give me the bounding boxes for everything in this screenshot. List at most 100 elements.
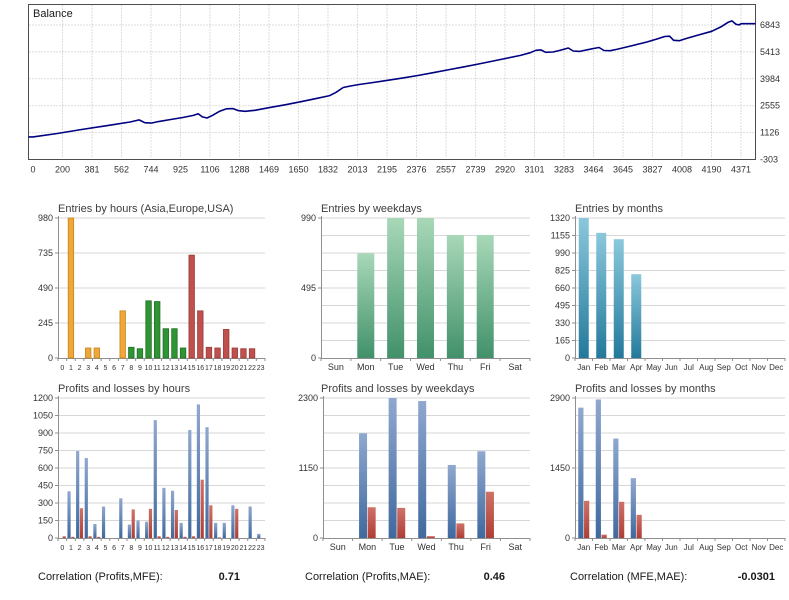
entries-by-months-title: Entries by months [575, 203, 664, 215]
svg-text:2555: 2555 [760, 101, 780, 111]
svg-text:5: 5 [103, 545, 107, 552]
correlation-profits-mae-value: 0.46 [483, 571, 505, 583]
pl-by-months-title: Profits and losses by months [575, 383, 716, 395]
svg-text:17: 17 [205, 545, 213, 552]
svg-text:2376: 2376 [406, 165, 426, 175]
svg-text:1320: 1320 [550, 213, 570, 223]
balance-chart-title: Balance [33, 8, 73, 20]
svg-text:Thu: Thu [448, 362, 464, 372]
svg-text:Mon: Mon [359, 542, 377, 552]
svg-text:13: 13 [171, 365, 179, 372]
svg-text:0: 0 [565, 533, 570, 543]
svg-text:1469: 1469 [259, 165, 279, 175]
svg-text:Sep: Sep [717, 363, 732, 372]
svg-text:12: 12 [162, 545, 170, 552]
svg-text:1832: 1832 [318, 165, 338, 175]
svg-text:750: 750 [38, 446, 53, 456]
svg-text:Jan: Jan [577, 543, 590, 552]
svg-text:2: 2 [78, 365, 82, 372]
svg-text:12: 12 [162, 365, 170, 372]
svg-text:3645: 3645 [613, 165, 633, 175]
svg-text:2920: 2920 [495, 165, 515, 175]
svg-text:245: 245 [38, 318, 53, 328]
svg-text:May: May [646, 543, 661, 552]
svg-text:8: 8 [129, 545, 133, 552]
correlation-profits-mfe-value: 0.71 [218, 571, 240, 583]
svg-text:3283: 3283 [554, 165, 574, 175]
svg-text:Feb: Feb [594, 363, 608, 372]
pl-by-weekdays-title: Profits and losses by weekdays [321, 383, 475, 395]
correlation-profits-mfe-label: Correlation (Profits,MFE): [38, 571, 163, 583]
svg-text:735: 735 [38, 248, 53, 258]
svg-text:0: 0 [60, 365, 64, 372]
svg-text:3464: 3464 [583, 165, 603, 175]
svg-text:1200: 1200 [33, 393, 53, 403]
svg-text:Wed: Wed [416, 362, 434, 372]
svg-text:9: 9 [138, 545, 142, 552]
svg-text:0: 0 [48, 533, 53, 543]
svg-text:6: 6 [112, 365, 116, 372]
svg-text:300: 300 [38, 498, 53, 508]
svg-text:6: 6 [112, 545, 116, 552]
svg-text:3: 3 [86, 545, 90, 552]
pl-by-months-chart: 0 1450 2900 Jan Feb Mar Apr May Jun Jul Aug Sep Oct N… [550, 393, 786, 552]
svg-text:Fri: Fri [480, 542, 491, 552]
svg-text:1155: 1155 [551, 231, 570, 241]
svg-text:1150: 1150 [299, 463, 318, 473]
svg-text:21: 21 [240, 365, 248, 372]
entries-by-weekdays-title: Entries by weekdays [321, 203, 422, 215]
svg-text:3101: 3101 [524, 165, 544, 175]
svg-text:19: 19 [222, 545, 230, 552]
svg-text:Dec: Dec [769, 363, 783, 372]
svg-text:990: 990 [555, 248, 570, 258]
svg-text:4371: 4371 [731, 165, 751, 175]
svg-text:Apr: Apr [630, 543, 643, 552]
svg-text:Aug: Aug [699, 363, 713, 372]
svg-text:Fri: Fri [480, 362, 491, 372]
svg-text:0: 0 [311, 353, 316, 363]
svg-text:495: 495 [301, 283, 316, 293]
svg-text:19: 19 [222, 365, 230, 372]
svg-text:Mon: Mon [357, 362, 375, 372]
svg-text:Sun: Sun [330, 542, 346, 552]
svg-text:Jul: Jul [684, 543, 694, 552]
svg-text:15: 15 [188, 545, 196, 552]
svg-text:22: 22 [248, 365, 256, 372]
pl-by-weekdays-chart: 0 1150 2300 Sun Mon Tue Wed Thu Fri Sat [298, 393, 531, 552]
svg-text:Nov: Nov [752, 363, 766, 372]
svg-text:Jun: Jun [665, 543, 678, 552]
svg-text:0: 0 [60, 545, 64, 552]
svg-text:20: 20 [231, 365, 239, 372]
svg-text:0: 0 [48, 353, 53, 363]
svg-text:5: 5 [103, 365, 107, 372]
svg-text:1: 1 [69, 365, 73, 372]
svg-text:2557: 2557 [436, 165, 456, 175]
svg-text:2: 2 [78, 545, 82, 552]
svg-text:17: 17 [205, 365, 213, 372]
svg-text:2300: 2300 [298, 393, 318, 403]
svg-text:0: 0 [565, 353, 570, 363]
entries-by-weekdays-chart: 0 495 990 Sun Mon Tue Wed Thu Fri Sat [301, 213, 531, 372]
svg-text:825: 825 [555, 266, 570, 276]
svg-text:18: 18 [214, 545, 222, 552]
svg-text:Jun: Jun [665, 363, 678, 372]
pl-by-hours-title: Profits and losses by hours [58, 383, 191, 395]
svg-text:165: 165 [555, 336, 570, 346]
svg-text:16: 16 [196, 545, 204, 552]
svg-text:10: 10 [145, 365, 153, 372]
svg-text:Sat: Sat [508, 542, 522, 552]
svg-text:925: 925 [173, 165, 188, 175]
svg-text:Jan: Jan [577, 363, 590, 372]
svg-text:-303: -303 [760, 155, 778, 165]
svg-text:4: 4 [95, 545, 99, 552]
correlation-profits-mfe: Correlation (Profits,MFE): 0.71 [38, 571, 240, 583]
svg-text:Nov: Nov [752, 543, 766, 552]
svg-text:Sun: Sun [328, 362, 344, 372]
svg-text:490: 490 [38, 283, 53, 293]
svg-text:6843: 6843 [760, 20, 780, 30]
svg-text:21: 21 [240, 545, 248, 552]
svg-text:1106: 1106 [200, 165, 219, 175]
svg-text:Dec: Dec [769, 543, 783, 552]
